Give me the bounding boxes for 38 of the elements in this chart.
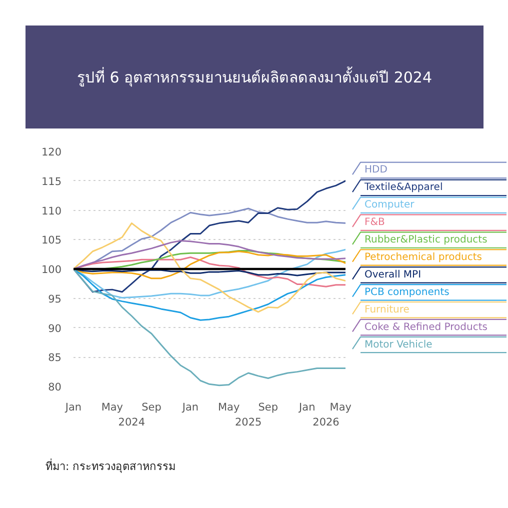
line-series [74, 268, 346, 386]
text: Motor Vehicle [364, 339, 432, 350]
chart-title: รูปที่ 6 อุตสาหกรรมยานยนต์ผลิตลดลงมาตั้งแต่ปี 2024 [76, 66, 432, 88]
line-series [74, 268, 346, 321]
y-tick-label: 85 [48, 352, 62, 364]
x-tick-label: Jan [181, 402, 199, 414]
x2-tick-label: 2024 [118, 416, 146, 428]
line-series [74, 222, 346, 313]
text: HDD [364, 164, 388, 176]
y-tick-label: 115 [41, 176, 62, 188]
y-tick-label: 105 [41, 234, 62, 247]
x2-tick-label: 2025 [234, 416, 262, 428]
x-tick-label: May [218, 402, 240, 414]
x-tick-label: May [101, 402, 124, 414]
text: Rubber&Plastic products [364, 234, 488, 246]
x-tick-label: Jan [298, 402, 316, 414]
line-series [74, 268, 346, 276]
x-tick-label: May [330, 402, 352, 414]
text: Furniture [364, 304, 410, 316]
y-tick-label: 90 [48, 322, 62, 335]
text: ที่มา: กระทรวงอุตสาหกรรม [46, 458, 176, 473]
text: PCB components [364, 286, 450, 298]
y-tick-label: 120 [41, 146, 62, 158]
line-series [74, 240, 346, 270]
x2-tick-label: 2026 [312, 416, 340, 428]
x-tick-label: Sep [142, 402, 162, 414]
y-tick-label: 100 [41, 264, 62, 276]
text: F&B [364, 217, 386, 228]
x-tick-label: Jan [64, 402, 82, 414]
x-tick-label: Sep [258, 402, 278, 414]
series-label: Textile&Apparel [364, 182, 443, 194]
series-label: Petrochemical products [364, 252, 482, 263]
y-tick-label: 80 [48, 382, 62, 394]
y-tick-label: 110 [41, 205, 62, 218]
series-label: Overall MPI [364, 269, 422, 280]
text: Computer [364, 200, 416, 211]
y-tick-label: 95 [48, 293, 62, 306]
text: Coke & Refined Products [364, 322, 488, 333]
